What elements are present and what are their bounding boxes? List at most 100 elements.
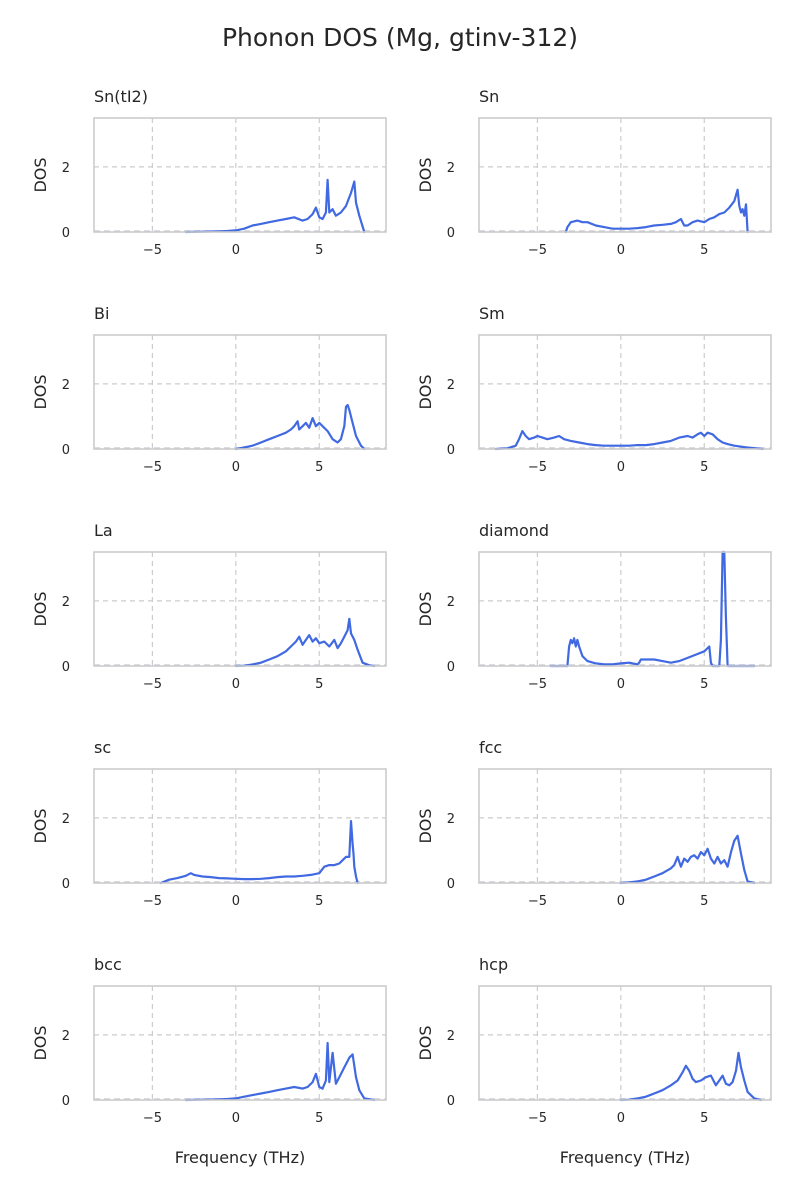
panel-sc: sc −5 0 5 0 2 DOS — [31, 738, 387, 909]
panel-title: Sn — [479, 87, 499, 106]
panel-title: fcc — [479, 738, 502, 757]
x-tick-label: −5 — [528, 894, 547, 909]
y-tick-label: 2 — [62, 1029, 70, 1044]
x-axis-label: Frequency (THz) — [175, 1148, 305, 1167]
y-tick-label: 2 — [447, 378, 455, 393]
panel-bcc: bcc −5 0 5 0 2 DOS Frequency (THz) — [31, 955, 387, 1167]
figure-title: Phonon DOS (Mg, gtinv-312) — [222, 23, 578, 52]
x-tick-label: 0 — [617, 894, 625, 909]
x-tick-label: 0 — [617, 460, 625, 475]
y-tick-label: 0 — [62, 877, 70, 892]
y-tick-label: 2 — [447, 161, 455, 176]
y-tick-label: 2 — [447, 595, 455, 610]
y-axis-label: DOS — [416, 374, 435, 409]
x-tick-label: −5 — [528, 243, 547, 258]
y-tick-label: 0 — [447, 660, 455, 675]
dos-line — [619, 834, 756, 885]
dos-line — [159, 820, 359, 885]
panel-title: diamond — [479, 521, 549, 540]
x-tick-label: 0 — [232, 460, 240, 475]
x-tick-label: −5 — [143, 677, 162, 692]
y-axis-label: DOS — [31, 374, 50, 409]
x-tick-label: −5 — [143, 894, 162, 909]
panel-sn-ti2: Sn(tI2) −5 0 5 0 2 DOS — [31, 87, 387, 258]
dos-line — [564, 188, 749, 234]
panel-title: hcp — [479, 955, 508, 974]
x-tick-label: 5 — [315, 677, 323, 692]
panel-title: Sm — [479, 304, 505, 323]
y-axis-label: DOS — [416, 157, 435, 192]
y-axis-label: DOS — [31, 591, 50, 626]
x-tick-label: 0 — [617, 677, 625, 692]
axes-frame — [478, 334, 772, 450]
dos-line — [234, 617, 376, 668]
y-tick-label: 2 — [62, 595, 70, 610]
y-tick-label: 0 — [447, 877, 455, 892]
y-axis-label: DOS — [416, 1025, 435, 1060]
dos-line — [184, 1041, 376, 1102]
x-tick-label: −5 — [143, 1111, 162, 1126]
dos-line — [184, 178, 366, 234]
axes-frame — [93, 768, 387, 884]
x-tick-label: 0 — [232, 243, 240, 258]
panel-diamond: diamond −5 0 5 0 2 DOS — [416, 521, 772, 692]
panel-fcc: fcc −5 0 5 0 2 DOS — [416, 738, 772, 909]
dos-line — [234, 403, 366, 451]
x-tick-label: 0 — [232, 1111, 240, 1126]
x-tick-label: 5 — [315, 460, 323, 475]
y-tick-label: 2 — [62, 161, 70, 176]
y-axis-label: DOS — [31, 157, 50, 192]
axes-frame — [93, 334, 387, 450]
axes-frame — [93, 551, 387, 667]
x-tick-label: 0 — [232, 894, 240, 909]
y-axis-label: DOS — [416, 591, 435, 626]
y-tick-label: 0 — [62, 443, 70, 458]
panel-title: Sn(tI2) — [94, 87, 148, 106]
y-tick-label: 0 — [62, 226, 70, 241]
panel-title: sc — [94, 738, 111, 757]
x-tick-label: −5 — [143, 243, 162, 258]
x-tick-label: 5 — [700, 677, 708, 692]
x-tick-label: −5 — [528, 677, 547, 692]
x-tick-label: 5 — [700, 460, 708, 475]
panel-bi: Bi −5 0 5 0 2 DOS — [31, 304, 387, 475]
x-tick-label: 5 — [700, 243, 708, 258]
y-axis-label: DOS — [31, 1025, 50, 1060]
panel-la: La −5 0 5 0 2 DOS — [31, 521, 387, 692]
dos-line — [549, 550, 756, 668]
axes-frame — [93, 985, 387, 1101]
x-tick-label: −5 — [528, 460, 547, 475]
panel-sm: Sm −5 0 5 0 2 DOS — [416, 304, 772, 475]
x-tick-label: 5 — [700, 894, 708, 909]
panel-hcp: hcp −5 0 5 0 2 DOS Frequency (THz) — [416, 955, 772, 1167]
dos-line — [494, 430, 764, 451]
x-tick-label: 0 — [617, 243, 625, 258]
y-tick-label: 0 — [62, 1094, 70, 1109]
x-tick-label: −5 — [528, 1111, 547, 1126]
x-axis-label: Frequency (THz) — [560, 1148, 690, 1167]
x-tick-label: 0 — [617, 1111, 625, 1126]
y-tick-label: 2 — [447, 1029, 455, 1044]
x-tick-label: 0 — [232, 677, 240, 692]
panel-title: La — [94, 521, 113, 540]
axes-frame — [478, 551, 772, 667]
y-tick-label: 0 — [62, 660, 70, 675]
x-tick-label: 5 — [315, 243, 323, 258]
y-tick-label: 2 — [62, 378, 70, 393]
y-tick-label: 0 — [447, 226, 455, 241]
panel-title: Bi — [94, 304, 109, 323]
x-tick-label: 5 — [315, 1111, 323, 1126]
dos-line — [619, 1051, 763, 1102]
y-tick-label: 2 — [447, 812, 455, 827]
x-tick-label: 5 — [700, 1111, 708, 1126]
panel-sn: Sn −5 0 5 0 2 DOS — [416, 87, 772, 258]
y-axis-label: DOS — [416, 808, 435, 843]
y-tick-label: 2 — [62, 812, 70, 827]
axes-frame — [478, 768, 772, 884]
x-tick-label: −5 — [143, 460, 162, 475]
y-tick-label: 0 — [447, 443, 455, 458]
panel-title: bcc — [94, 955, 122, 974]
y-axis-label: DOS — [31, 808, 50, 843]
